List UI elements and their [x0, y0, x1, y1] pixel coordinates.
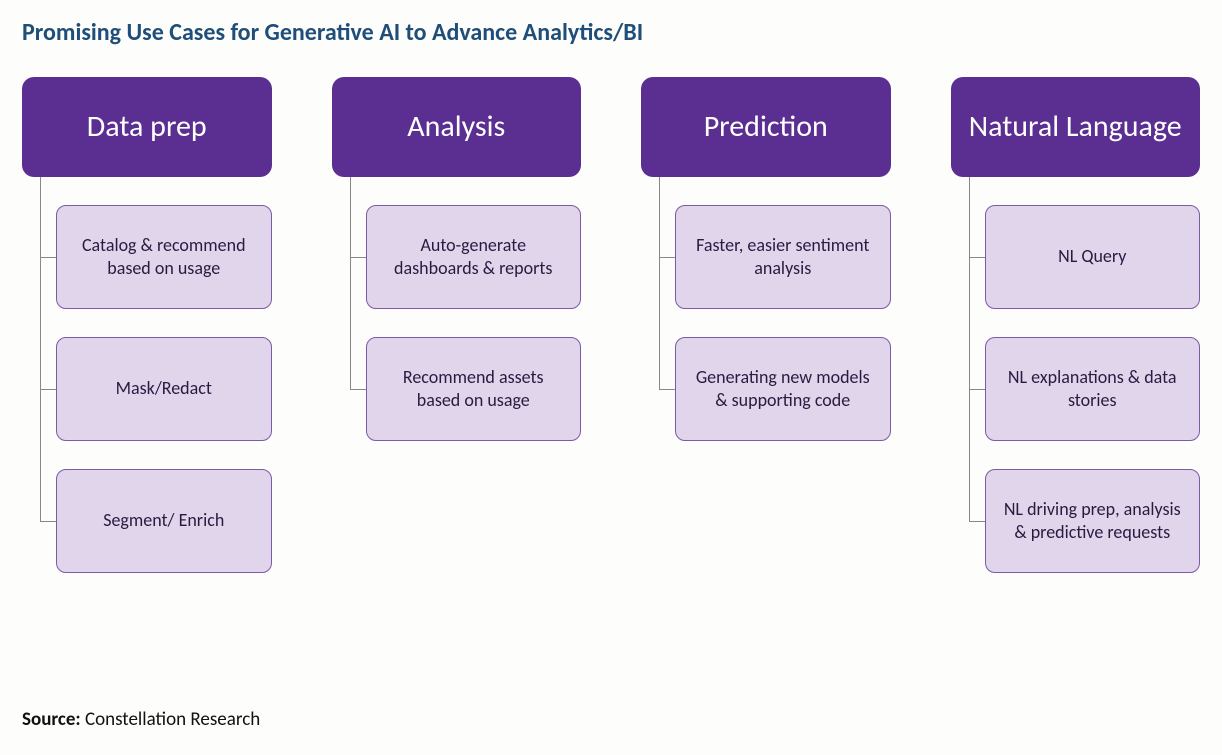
connector-htick — [40, 521, 56, 522]
item-box: Generating new models & supporting code — [675, 337, 891, 441]
source-name: Constellation Research — [85, 708, 260, 731]
columns-container: Data prep Catalog & recommend based on u… — [22, 77, 1200, 601]
connector-htick — [40, 389, 56, 390]
item-box: Auto-generate dashboards & reports — [366, 205, 582, 309]
connector-vline — [969, 177, 970, 521]
source-line: Source: Constellation Research — [22, 708, 260, 731]
column-natural-language: Natural Language NL Query NL explanation… — [951, 77, 1201, 601]
source-label: Source: — [22, 708, 81, 731]
connector-htick — [969, 257, 985, 258]
item-box: Catalog & recommend based on usage — [56, 205, 272, 309]
column-analysis: Analysis Auto-generate dashboards & repo… — [332, 77, 582, 601]
column-items: Faster, easier sentiment analysis Genera… — [641, 177, 891, 441]
connector-vline — [40, 177, 41, 521]
column-items: NL Query NL explanations & data stories … — [951, 177, 1201, 573]
connector-vline — [659, 177, 660, 389]
column-header: Natural Language — [951, 77, 1201, 177]
column-items: Catalog & recommend based on usage Mask/… — [22, 177, 272, 573]
column-header: Analysis — [332, 77, 582, 177]
item-box: NL explanations & data stories — [985, 337, 1201, 441]
item-box: NL Query — [985, 205, 1201, 309]
connector-htick — [659, 389, 675, 390]
item-box: Segment/ Enrich — [56, 469, 272, 573]
connector-htick — [969, 389, 985, 390]
connector-htick — [40, 257, 56, 258]
column-header: Prediction — [641, 77, 891, 177]
item-box: NL driving prep, analysis & predictive r… — [985, 469, 1201, 573]
item-box: Faster, easier sentiment analysis — [675, 205, 891, 309]
column-data-prep: Data prep Catalog & recommend based on u… — [22, 77, 272, 601]
connector-htick — [350, 389, 366, 390]
item-box: Recommend assets based on usage — [366, 337, 582, 441]
column-prediction: Prediction Faster, easier sentiment anal… — [641, 77, 891, 601]
column-header: Data prep — [22, 77, 272, 177]
column-items: Auto-generate dashboards & reports Recom… — [332, 177, 582, 441]
connector-vline — [350, 177, 351, 389]
connector-htick — [659, 257, 675, 258]
page-title: Promising Use Cases for Generative AI to… — [22, 18, 1200, 47]
connector-htick — [350, 257, 366, 258]
connector-htick — [969, 521, 985, 522]
item-box: Mask/Redact — [56, 337, 272, 441]
